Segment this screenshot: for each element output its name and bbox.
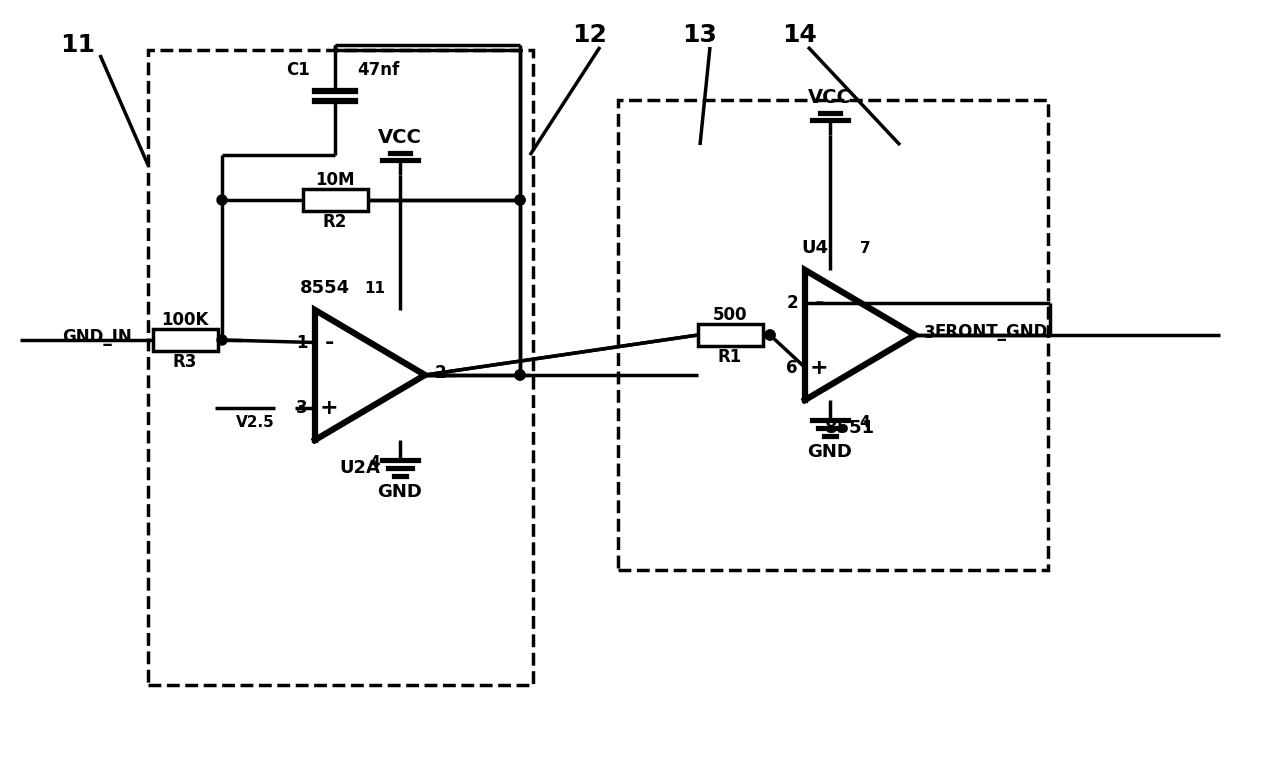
- Text: GND: GND: [807, 443, 853, 461]
- Text: +: +: [319, 398, 338, 418]
- Text: 1: 1: [296, 334, 308, 351]
- Circle shape: [217, 335, 227, 345]
- Text: R2: R2: [323, 213, 347, 231]
- Text: 4: 4: [369, 454, 381, 470]
- Text: 3: 3: [296, 399, 308, 416]
- Bar: [697, 324, 762, 346]
- Text: 12: 12: [572, 23, 608, 47]
- Text: 2: 2: [434, 364, 446, 382]
- Text: GND_IN: GND_IN: [63, 328, 132, 346]
- Text: 11: 11: [60, 33, 96, 57]
- Bar: [152, 329, 217, 351]
- Text: 500: 500: [713, 306, 747, 324]
- Bar: [148, 50, 533, 685]
- Text: 6: 6: [787, 359, 798, 376]
- Text: C1: C1: [286, 61, 310, 79]
- Text: 10M: 10M: [315, 171, 355, 189]
- Text: R3: R3: [172, 353, 197, 371]
- Circle shape: [515, 195, 525, 205]
- Text: VCC: VCC: [378, 128, 421, 147]
- Text: 8554: 8554: [300, 279, 350, 297]
- Text: 11: 11: [364, 281, 386, 295]
- Text: 2: 2: [787, 294, 798, 311]
- Bar: [618, 100, 1048, 570]
- Text: -: -: [815, 292, 824, 312]
- Circle shape: [765, 330, 775, 340]
- Text: +: +: [810, 357, 829, 377]
- Circle shape: [515, 370, 525, 380]
- Text: U4: U4: [802, 239, 829, 257]
- Circle shape: [217, 195, 227, 205]
- Text: -: -: [324, 333, 333, 353]
- Text: 4: 4: [859, 415, 871, 429]
- Text: 47nf: 47nf: [358, 61, 400, 79]
- Circle shape: [765, 330, 775, 340]
- Text: FRONT_GND: FRONT_GND: [935, 323, 1048, 341]
- Bar: [303, 189, 368, 211]
- Text: 8551: 8551: [825, 419, 875, 437]
- Text: U2A: U2A: [340, 459, 381, 477]
- Circle shape: [515, 370, 525, 380]
- Text: 13: 13: [683, 23, 718, 47]
- Text: R1: R1: [718, 348, 742, 366]
- Text: VCC: VCC: [808, 87, 852, 106]
- Text: 7: 7: [859, 240, 871, 256]
- Text: 100K: 100K: [161, 311, 208, 329]
- Circle shape: [515, 195, 525, 205]
- Text: V2.5: V2.5: [236, 415, 275, 430]
- Text: GND: GND: [378, 483, 423, 501]
- Text: 3: 3: [925, 324, 936, 342]
- Text: 14: 14: [783, 23, 817, 47]
